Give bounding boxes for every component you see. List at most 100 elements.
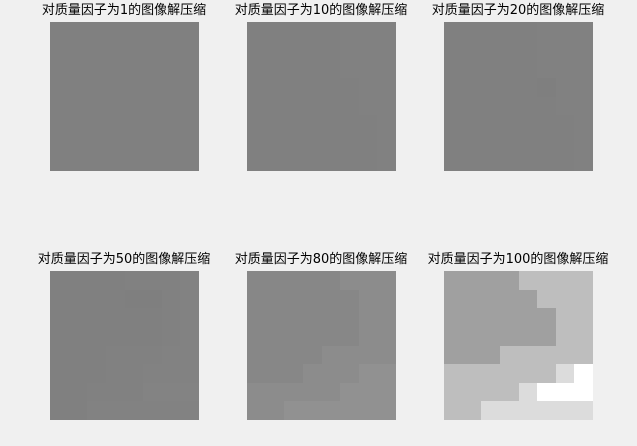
pixel-block	[247, 364, 266, 383]
pixel-block	[574, 115, 593, 134]
pixel-block	[321, 40, 341, 60]
pixel-block	[180, 308, 199, 327]
pixel-block	[265, 59, 285, 78]
pixel-block	[340, 345, 359, 365]
pixel-block	[462, 77, 482, 97]
pixel-block	[143, 345, 162, 365]
pixel-block	[161, 345, 181, 365]
pixel-block	[284, 59, 303, 78]
pixel-block	[87, 289, 106, 309]
pixel-block	[377, 96, 396, 116]
pixel-block	[68, 115, 88, 134]
pixel-block	[358, 40, 378, 60]
pixel-block	[105, 77, 125, 97]
pixel-block	[124, 289, 144, 309]
pixel-block	[377, 308, 396, 327]
pixel-block	[161, 59, 181, 78]
pixel-block	[105, 382, 125, 402]
pixel-block	[444, 133, 463, 153]
pixel-block	[124, 40, 144, 60]
pixel-block	[481, 382, 500, 402]
pixel-block	[284, 382, 303, 402]
pixel-block	[444, 326, 463, 346]
pixel-block	[87, 96, 106, 116]
pixel-block	[462, 345, 482, 365]
pixel-block	[284, 289, 303, 309]
pixel-block	[481, 115, 500, 134]
pixel-block	[87, 40, 106, 60]
pixel-block	[105, 401, 125, 420]
pixel-block	[340, 77, 359, 97]
pixel-block	[499, 289, 519, 309]
pixel-block	[68, 401, 88, 420]
pixel-block	[247, 345, 266, 365]
pixel-block	[302, 382, 322, 402]
pixel-block	[358, 382, 378, 402]
pixel-block	[462, 40, 482, 60]
pixel-block	[87, 59, 106, 78]
pixel-block	[161, 152, 181, 171]
pixel-block	[518, 96, 538, 116]
pixel-block	[265, 289, 285, 309]
pixel-block	[180, 364, 199, 383]
pixel-block	[247, 271, 266, 290]
pixel-block	[340, 96, 359, 116]
pixel-block	[143, 152, 162, 171]
pixel-block	[358, 152, 378, 171]
pixel-block	[555, 59, 575, 78]
pixel-block	[340, 40, 359, 60]
pixel-block	[358, 308, 378, 327]
pixel-block	[340, 308, 359, 327]
pixel-block	[50, 40, 69, 60]
pixel-block	[555, 364, 575, 383]
pixel-block	[87, 271, 106, 290]
pixel-block	[537, 364, 556, 383]
pixel-block	[321, 133, 341, 153]
pixel-block	[143, 308, 162, 327]
pixel-block	[124, 345, 144, 365]
pixel-block	[247, 152, 266, 171]
pixel-block	[518, 22, 538, 41]
pixel-block	[105, 326, 125, 346]
pixel-block	[444, 115, 463, 134]
pixel-block	[284, 308, 303, 327]
pixel-block	[321, 59, 341, 78]
pixel-block	[302, 115, 322, 134]
pixel-block	[161, 326, 181, 346]
pixel-block	[340, 401, 359, 420]
pixel-block	[321, 115, 341, 134]
pixel-block	[340, 382, 359, 402]
pixel-block	[50, 96, 69, 116]
pixel-block	[284, 152, 303, 171]
pixel-block	[537, 115, 556, 134]
pixel-block	[161, 77, 181, 97]
panel-title: 对质量因子为10的图像解压缩	[234, 3, 408, 18]
pixel-block	[247, 77, 266, 97]
pixel-block	[574, 77, 593, 97]
pixel-block	[161, 133, 181, 153]
pixel-block	[87, 345, 106, 365]
pixel-block	[499, 77, 519, 97]
pixel-block	[518, 40, 538, 60]
pixel-block	[180, 289, 199, 309]
pixel-block	[462, 59, 482, 78]
pixel-block	[499, 345, 519, 365]
pixel-block	[462, 271, 482, 290]
pixel-block	[321, 326, 341, 346]
pixel-block	[499, 326, 519, 346]
pixel-block	[105, 289, 125, 309]
pixel-block	[302, 59, 322, 78]
pixel-block	[302, 271, 322, 290]
pixel-block	[161, 96, 181, 116]
pixel-block	[462, 289, 482, 309]
pixel-block	[143, 59, 162, 78]
pixel-block	[377, 364, 396, 383]
pixel-block	[321, 308, 341, 327]
pixel-block	[537, 77, 556, 97]
pixel-block	[68, 152, 88, 171]
pixel-block	[105, 40, 125, 60]
pixel-block	[105, 115, 125, 134]
pixel-block	[444, 77, 463, 97]
pixel-block	[499, 59, 519, 78]
pixel-block	[555, 22, 575, 41]
